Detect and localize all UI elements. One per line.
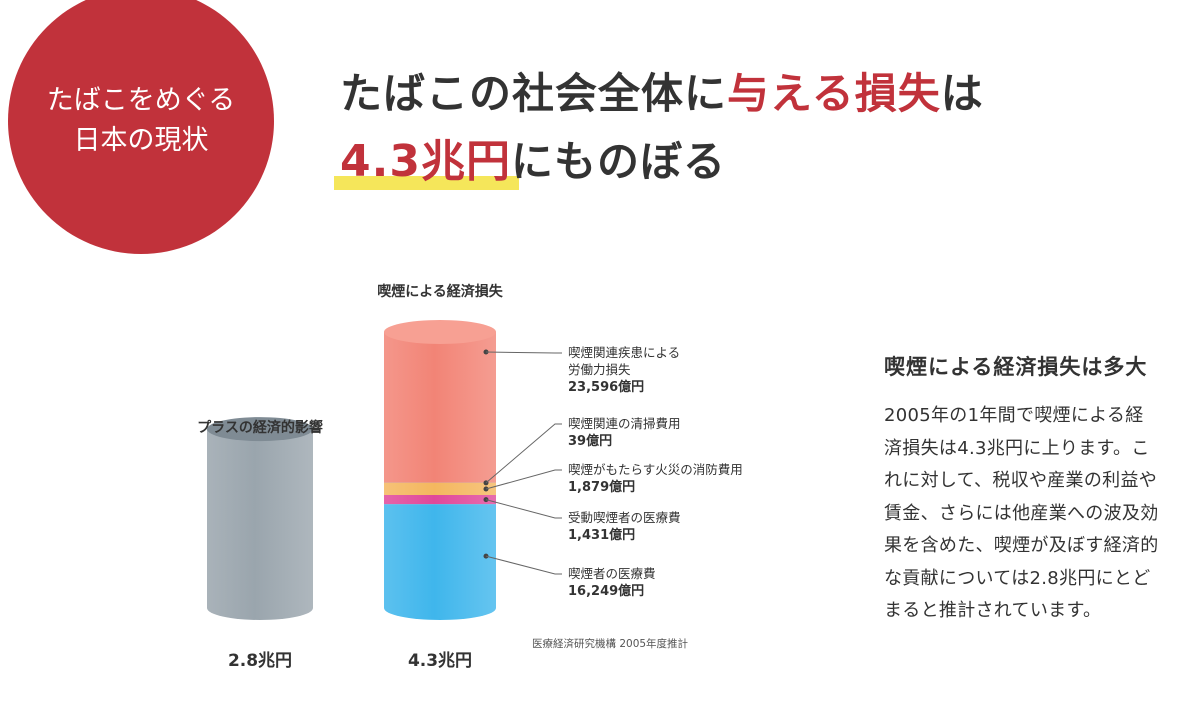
loss-value-label: 4.3兆円 [408,651,472,671]
plus-chart-title: プラスの経済的影響 [197,419,323,436]
headline-part-3: は [940,69,984,118]
loss-segment [384,504,496,620]
side-body: 2005年の1年間で喫煙による経 済損失は4.3兆円に上ります。こ れに対して、… [884,400,1184,628]
callout-label: 喫煙関連疾患による [568,345,680,360]
plus-cylinder-top [207,417,313,442]
headline-part-2: 与える損失 [727,69,941,118]
economic-impact-chart: プラスの経済的影響 2.8兆円 喫煙による経済損失 4.3兆円 喫煙関連疾患による労働力… [197,283,743,671]
side-body-line: 果を含めた、喫煙が及ぼす経済的 [884,535,1159,556]
callout-label: 喫煙関連の清掃費用 [568,416,681,431]
side-body-line: 済損失は4.3兆円に上ります。こ [884,437,1150,459]
side-body-line: 2005年の1年間で喫煙による経 [884,405,1144,426]
headline-part-1: たばこの社会全体に [340,69,728,118]
headline-line-2: 4.3兆円にものぼる [334,132,984,192]
loss-cylinder-top [384,320,496,344]
topic-badge: たばこをめぐる 日本の現状 [8,0,274,254]
plus-cylinder-body [207,429,313,620]
callout-label: 喫煙がもたらす火災の消防費用 [568,462,743,477]
side-body-line: れに対して、税収や産業の利益や [884,470,1158,491]
badge-line-1: たばこをめぐる [46,85,236,116]
plus-value-label: 2.8兆円 [228,651,292,671]
headline: たばこの社会全体に与える損失は 4.3兆円にものぼる [334,64,984,192]
side-body-line: まると推計されています。 [884,600,1102,621]
loss-chart-title: 喫煙による経済損失 [377,283,504,300]
chart-source: 医療経済研究機構 2005年度推計 [532,637,689,650]
callout-amount: 1,431億円 [568,527,635,543]
callout-label: 受動喫煙者の医療費 [568,510,681,525]
loss-segment [384,332,496,483]
callout-line [485,423,562,484]
callout-amount: 23,596億円 [568,379,644,395]
loss-segment [384,495,496,505]
side-body-line: 賃金、さらには他産業への波及効 [884,502,1159,524]
side-body-line: な貢献については2.8兆円にとど [884,567,1151,589]
callout-label: 喫煙者の医療費 [568,566,656,581]
headline-amount-text: 4.3兆円 [340,136,511,187]
callout-amount: 39億円 [568,433,612,449]
headline-amount: 4.3兆円 [334,132,519,192]
callout-line [485,555,562,575]
headline-rest: にものぼる [510,137,726,186]
callout-amount: 16,249億円 [568,583,644,599]
loss-segment [384,483,496,496]
callout-amount: 1,879億円 [568,479,635,495]
badge-line-2: 日本の現状 [73,125,209,156]
callout-line [485,469,562,490]
callout-line [485,351,562,354]
callout-line [485,499,562,519]
headline-line-1: たばこの社会全体に与える損失は [340,64,984,124]
callout-label: 労働力損失 [568,362,631,377]
side-title: 喫煙による経済損失は多大 [884,355,1148,379]
